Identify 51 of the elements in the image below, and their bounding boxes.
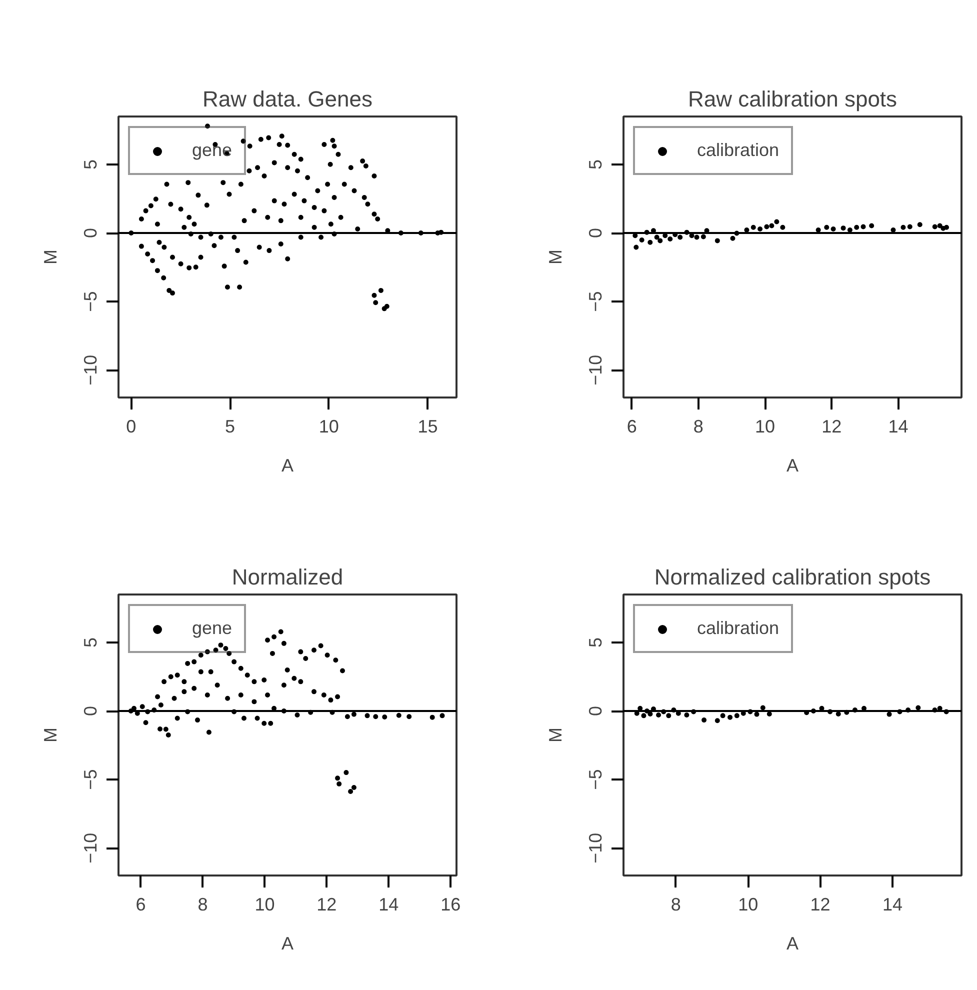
legend-label: calibration xyxy=(697,140,780,161)
y-tick-label: −5 xyxy=(586,769,606,790)
x-tick-label: 10 xyxy=(254,894,275,914)
x-tick-label: 15 xyxy=(418,416,438,436)
y-tick-label: 0 xyxy=(80,706,100,716)
x-axis-title: A xyxy=(786,934,799,954)
chart-title: Normalized xyxy=(232,564,344,590)
y-tick-label: −10 xyxy=(80,832,100,864)
x-tick-label: 5 xyxy=(225,416,236,436)
y-axis-title: M xyxy=(40,727,60,742)
legend-label: calibration xyxy=(697,618,780,639)
legend-label: gene xyxy=(192,140,232,161)
x-tick-label: 8 xyxy=(670,894,681,914)
x-tick-label: 8 xyxy=(198,894,208,914)
x-tick-label: 12 xyxy=(316,894,337,914)
y-tick-label: 5 xyxy=(586,159,606,170)
y-tick-label: −10 xyxy=(586,832,606,864)
x-tick-label: 14 xyxy=(882,894,903,914)
legend-label: gene xyxy=(192,618,232,639)
x-tick-label: 6 xyxy=(136,894,146,914)
y-tick-label: −5 xyxy=(586,291,606,312)
y-tick-label: 5 xyxy=(80,159,100,170)
y-tick-label: −10 xyxy=(80,354,100,386)
y-tick-label: 0 xyxy=(80,228,100,238)
x-tick-label: 10 xyxy=(318,416,339,436)
x-tick-label: 10 xyxy=(738,894,758,914)
chart-title: Normalized calibration spots xyxy=(654,564,931,590)
x-tick-label: 0 xyxy=(126,416,136,436)
y-tick-label: −5 xyxy=(80,291,100,312)
y-axis-title: M xyxy=(40,249,60,264)
chart-title: Raw data. Genes xyxy=(202,86,372,112)
x-axis-title: A xyxy=(281,456,294,476)
x-tick-label: 6 xyxy=(626,416,637,436)
x-tick-label: 14 xyxy=(888,416,908,436)
y-axis-title: M xyxy=(546,249,566,264)
y-axis-title: M xyxy=(546,727,566,742)
y-tick-label: 5 xyxy=(80,637,100,648)
x-tick-label: 14 xyxy=(378,894,399,914)
x-tick-label: 12 xyxy=(810,894,830,914)
x-axis-title: A xyxy=(281,934,294,954)
x-tick-label: 12 xyxy=(822,416,842,436)
x-tick-label: 16 xyxy=(440,894,461,914)
x-tick-label: 10 xyxy=(755,416,776,436)
x-tick-label: 8 xyxy=(693,416,704,436)
y-tick-label: 5 xyxy=(586,637,606,648)
y-tick-label: −10 xyxy=(586,354,606,386)
chart-title: Raw calibration spots xyxy=(688,86,898,112)
x-axis-title: A xyxy=(786,456,799,476)
y-tick-label: 0 xyxy=(586,228,606,238)
y-tick-label: −5 xyxy=(80,769,100,790)
y-tick-label: 0 xyxy=(586,706,606,716)
